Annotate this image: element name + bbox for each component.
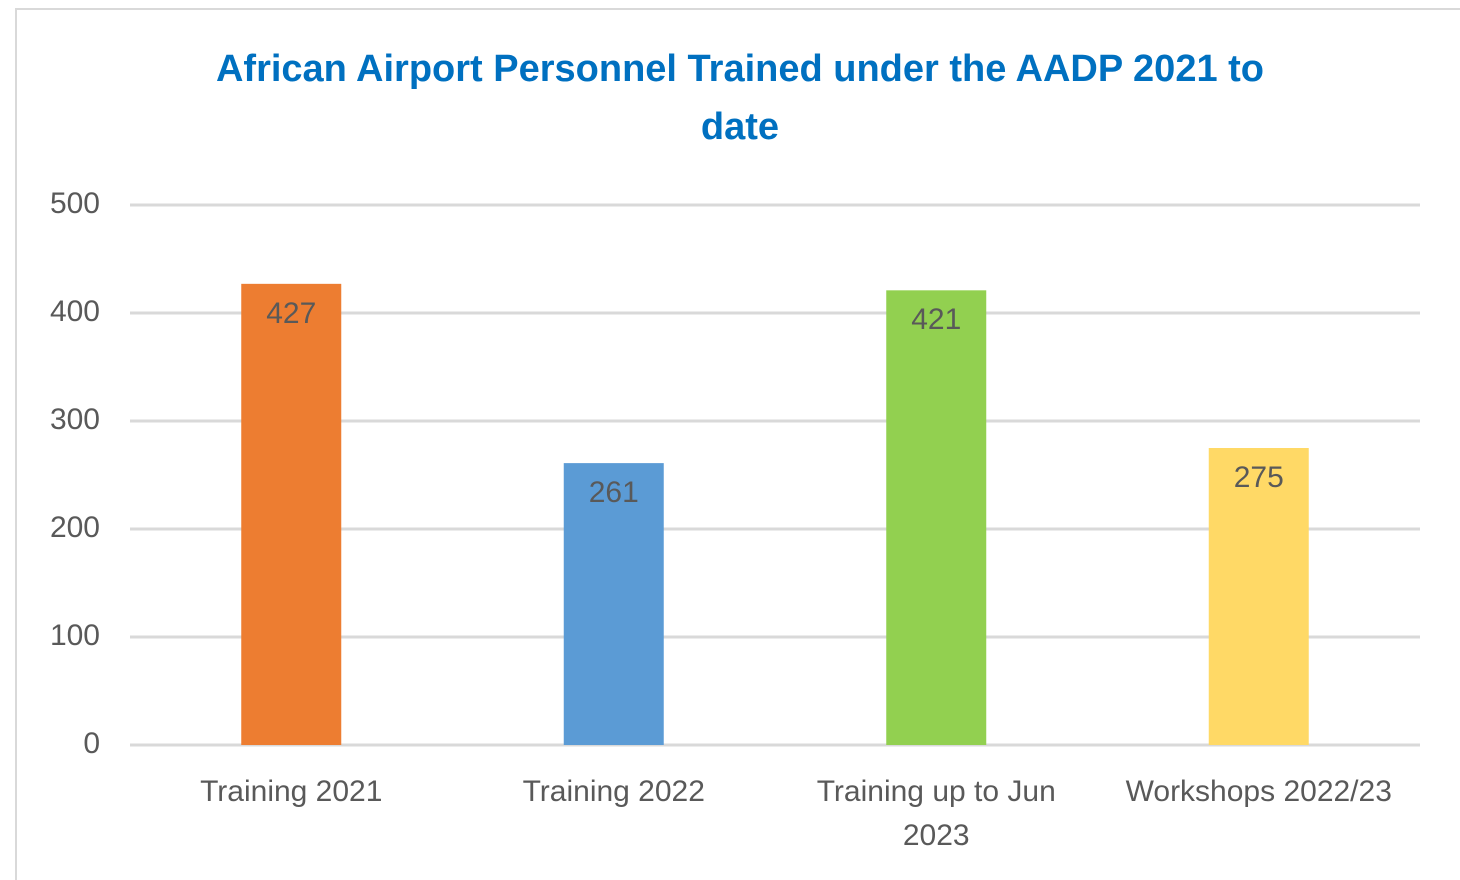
bar <box>1208 448 1309 745</box>
y-tick-label: 200 <box>50 511 100 544</box>
bar <box>241 283 342 745</box>
x-tick-label: Workshops 2022/23 <box>1125 775 1392 808</box>
x-tick-label: Training 2022 <box>522 775 705 808</box>
data-label: 261 <box>589 476 639 509</box>
data-label: 421 <box>911 303 961 336</box>
y-tick-label: 400 <box>50 295 100 328</box>
chart-title: African Airport Personnel Trained under … <box>215 48 1265 148</box>
y-tick-label: 500 <box>50 187 100 220</box>
x-tick-label: Training up to Jun 2023 <box>816 775 1056 852</box>
data-label: 427 <box>266 297 316 330</box>
y-tick-label: 100 <box>50 619 100 652</box>
chart-frame <box>15 8 1460 880</box>
y-tick-label: 300 <box>50 403 100 436</box>
y-tick-label: 0 <box>83 727 100 760</box>
bar <box>886 290 987 745</box>
x-tick-label: Training 2021 <box>200 775 383 808</box>
data-label: 275 <box>1234 461 1284 494</box>
bar <box>563 463 664 745</box>
